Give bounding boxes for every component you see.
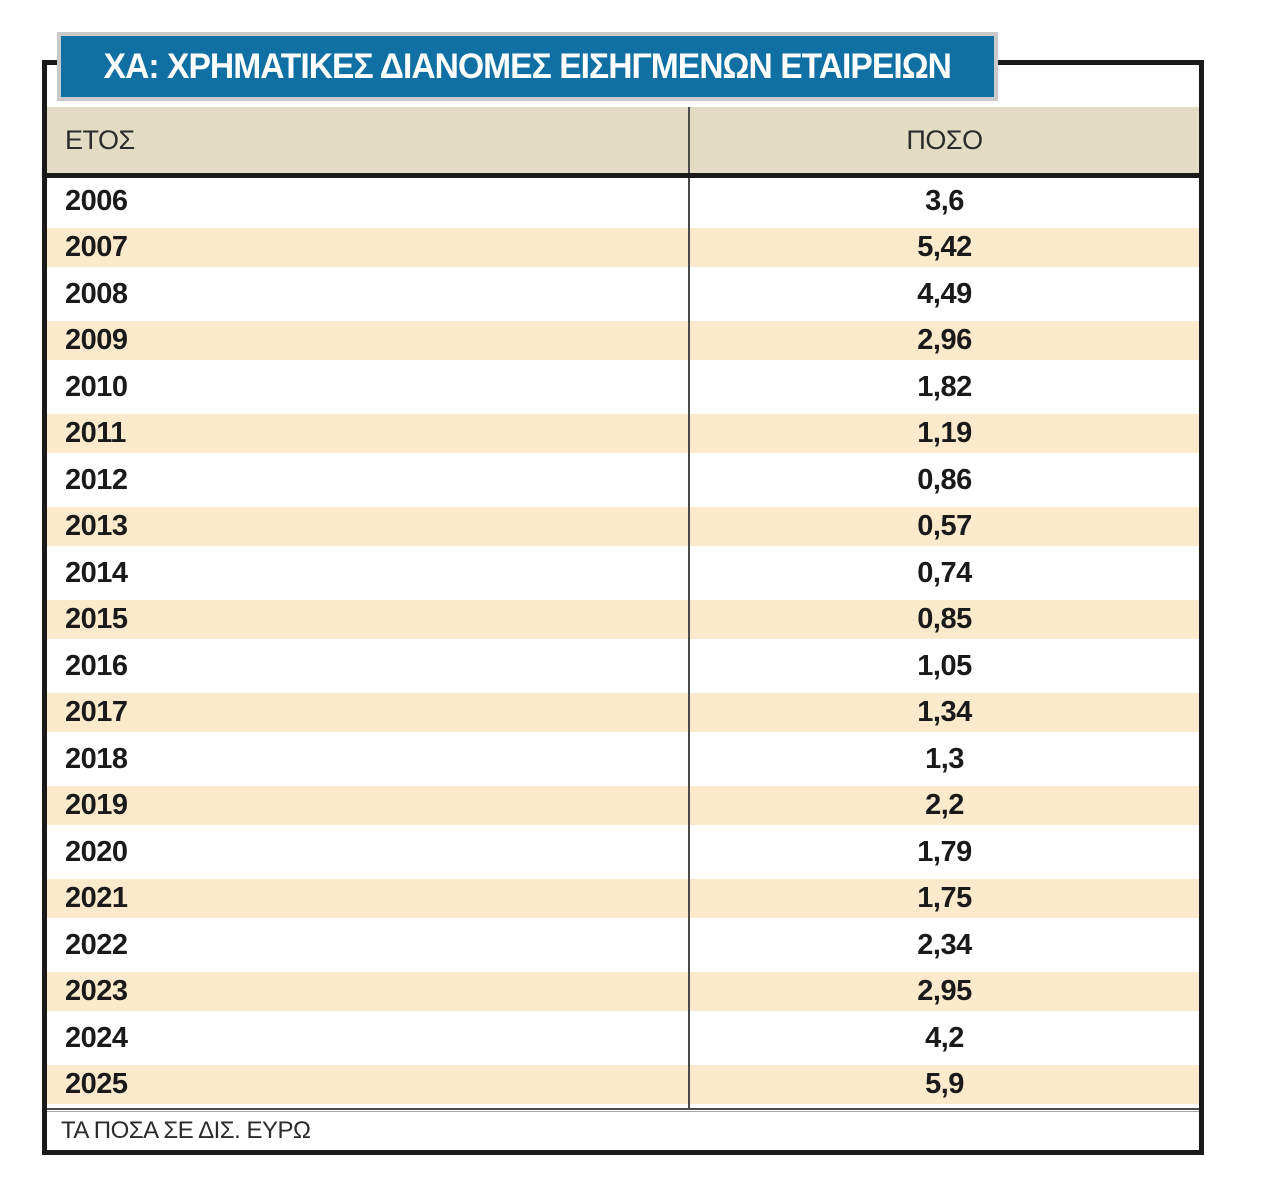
table-title-banner: ΧΑ: ΧΡΗΜΑΤΙΚΕΣ ΔΙΑΝΟΜΕΣ ΕΙΣΗΓΜΕΝΩΝ ΕΤΑΙΡ…	[57, 32, 998, 101]
amount-cell: 0,74	[917, 556, 972, 589]
table-row: 2016 1,05	[47, 643, 1199, 690]
amount-cell: 4,49	[917, 277, 972, 310]
amount-cell: 2,96	[917, 324, 972, 357]
year-cell: 2019	[47, 782, 690, 829]
table-title: ΧΑ: ΧΡΗΜΑΤΙΚΕΣ ΔΙΑΝΟΜΕΣ ΕΙΣΗΓΜΕΝΩΝ ΕΤΑΙΡ…	[103, 46, 952, 86]
amount-cell: 2,2	[925, 789, 964, 822]
table-row: 2007 5,42	[47, 224, 1199, 271]
amount-cell: 3,6	[925, 184, 964, 217]
table-row: 2023 2,95	[47, 968, 1199, 1015]
year-cell: 2013	[47, 503, 690, 550]
table-row: 2009 2,96	[47, 317, 1199, 364]
column-header-year: ΕΤΟΣ	[47, 107, 690, 173]
amount-cell: 5,42	[917, 231, 972, 264]
amount-cell: 1,19	[917, 417, 972, 450]
year-cell: 2014	[47, 550, 690, 597]
year-cell: 2006	[47, 178, 690, 225]
table-row: 2021 1,75	[47, 875, 1199, 922]
year-cell: 2009	[47, 317, 690, 364]
amount-cell: 5,9	[925, 1068, 964, 1101]
table-row: 2015 0,85	[47, 596, 1199, 643]
year-cell: 2015	[47, 596, 690, 643]
amount-cell: 2,95	[917, 975, 972, 1008]
year-cell: 2007	[47, 224, 690, 271]
table-row: 2017 1,34	[47, 689, 1199, 736]
amount-cell: 0,57	[917, 510, 972, 543]
amount-cell: 1,05	[917, 649, 972, 682]
amount-cell: 0,85	[917, 603, 972, 636]
table-row: 2010 1,82	[47, 364, 1199, 411]
table-row: 2020 1,79	[47, 829, 1199, 876]
table-frame: ΕΤΟΣ ΠΟΣΟ 2006 3,6 2007 5,42 2008 4,49 2…	[42, 60, 1204, 1155]
year-cell: 2017	[47, 689, 690, 736]
table-row: 2024 4,2	[47, 1015, 1199, 1062]
table-row: 2025 5,9	[47, 1061, 1199, 1108]
amount-cell: 1,82	[917, 370, 972, 403]
footnote-row: ΤΑ ΠΟΣΑ ΣΕ ΔΙΣ. ΕΥΡΩ	[47, 1112, 1199, 1150]
table-row: 2018 1,3	[47, 736, 1199, 783]
amount-cell: 1,34	[917, 696, 972, 729]
year-cell: 2023	[47, 968, 690, 1015]
column-header-amount-label: ΠΟΣΟ	[906, 124, 983, 155]
amount-cell: 1,75	[917, 882, 972, 915]
amount-cell: 2,34	[917, 928, 972, 961]
column-header-amount: ΠΟΣΟ	[690, 107, 1199, 173]
year-cell: 2024	[47, 1015, 690, 1062]
year-cell: 2021	[47, 875, 690, 922]
footnote-separator-line	[47, 1108, 1199, 1112]
table-row: 2011 1,19	[47, 410, 1199, 457]
table-header-row: ΕΤΟΣ ΠΟΣΟ	[47, 107, 1199, 178]
year-cell: 2022	[47, 922, 690, 969]
table-row: 2012 0,86	[47, 457, 1199, 504]
table-row: 2006 3,6	[47, 178, 1199, 225]
year-cell: 2020	[47, 829, 690, 876]
table-row: 2008 4,49	[47, 271, 1199, 318]
year-cell: 2018	[47, 736, 690, 783]
amount-cell: 4,2	[925, 1021, 964, 1054]
table-row: 2014 0,74	[47, 550, 1199, 597]
amount-cell: 1,3	[925, 742, 964, 775]
amount-cell: 0,86	[917, 463, 972, 496]
table-row: 2019 2,2	[47, 782, 1199, 829]
year-cell: 2011	[47, 410, 690, 457]
table-row: 2013 0,57	[47, 503, 1199, 550]
year-cell: 2025	[47, 1061, 690, 1108]
amount-cell: 1,79	[917, 835, 972, 868]
footnote: ΤΑ ΠΟΣΑ ΣΕ ΔΙΣ. ΕΥΡΩ	[61, 1117, 311, 1144]
year-cell: 2010	[47, 364, 690, 411]
column-header-year-label: ΕΤΟΣ	[65, 124, 135, 155]
table-body: 2006 3,6 2007 5,42 2008 4,49 2009 2,96 2…	[47, 178, 1199, 1108]
table-row: 2022 2,34	[47, 922, 1199, 969]
year-cell: 2012	[47, 457, 690, 504]
year-cell: 2016	[47, 643, 690, 690]
year-cell: 2008	[47, 271, 690, 318]
